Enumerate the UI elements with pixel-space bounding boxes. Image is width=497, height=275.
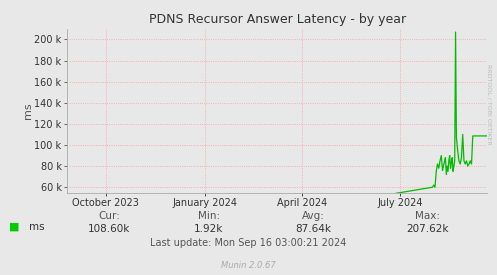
Text: Last update: Mon Sep 16 03:00:21 2024: Last update: Mon Sep 16 03:00:21 2024 [150,238,347,248]
Text: 108.60k: 108.60k [88,224,131,234]
Text: RRDTOOL / TOBI OETIKER: RRDTOOL / TOBI OETIKER [486,64,491,145]
Title: PDNS Recursor Answer Latency - by year: PDNS Recursor Answer Latency - by year [149,13,406,26]
Text: Munin 2.0.67: Munin 2.0.67 [221,261,276,270]
Text: Avg:: Avg: [302,211,325,221]
Text: Cur:: Cur: [98,211,120,221]
Text: 1.92k: 1.92k [194,224,224,234]
Text: Min:: Min: [198,211,220,221]
Text: Max:: Max: [415,211,440,221]
Text: 207.62k: 207.62k [406,224,449,234]
Text: ■: ■ [9,222,19,232]
Y-axis label: ms: ms [23,102,33,119]
Text: 87.64k: 87.64k [295,224,331,234]
Text: ms: ms [29,222,44,232]
